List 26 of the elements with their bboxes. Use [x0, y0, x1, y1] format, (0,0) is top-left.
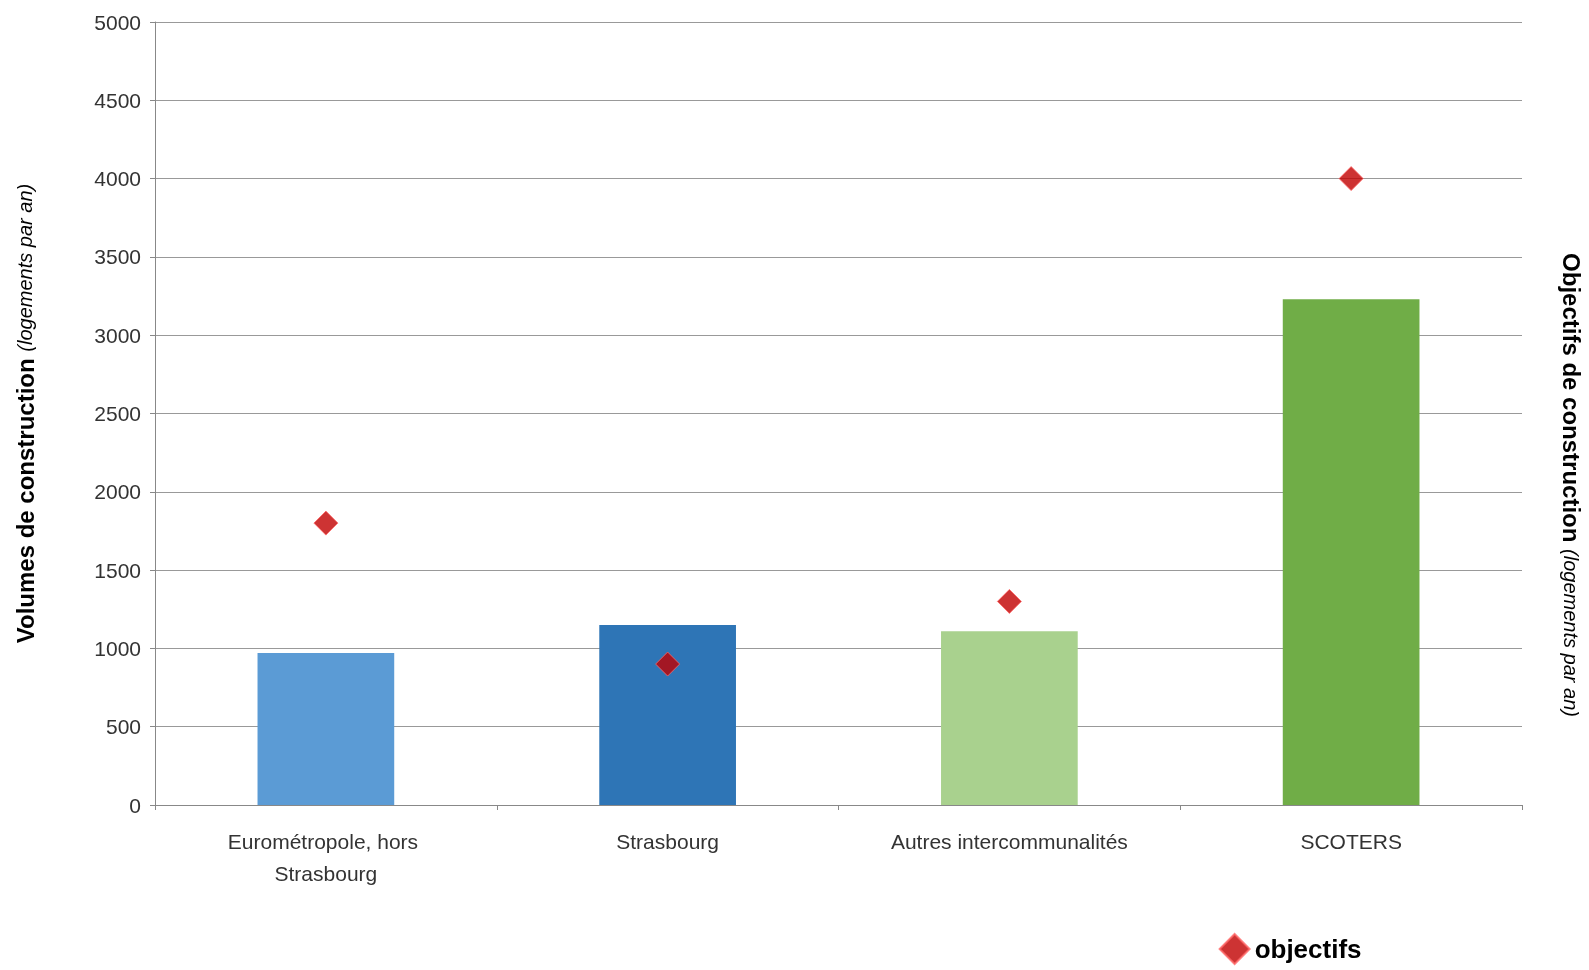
- y-tick-label: 4500: [94, 88, 141, 112]
- y-tick-label: 3500: [94, 245, 141, 269]
- point: [996, 588, 1022, 614]
- y2-axis-title: Objectifs de construction (logements par an): [1557, 253, 1585, 717]
- bar: [941, 631, 1078, 805]
- y-axis-title: Volumes de construction (logements par an): [11, 183, 39, 644]
- y-tick-label: 4000: [94, 167, 141, 191]
- x-tick-label: Autres intercommunalités: [890, 829, 1128, 853]
- y-tick-label: 0: [129, 793, 141, 817]
- bar: [1282, 299, 1420, 805]
- y-tick-label: 1500: [94, 558, 141, 582]
- bar: [599, 624, 736, 805]
- bar: [257, 653, 395, 805]
- x-tick-label: SCOTERS: [1300, 829, 1402, 853]
- x-tick-label: Eurométropole, hors Strasbourg: [227, 829, 424, 885]
- legend-label: objectifs: [1254, 934, 1362, 964]
- point: [655, 651, 681, 677]
- y-tick-label: 2500: [94, 402, 141, 425]
- y-tick-label: 5000: [94, 10, 141, 34]
- y-tick-label: 1000: [94, 636, 141, 660]
- x-tick-label: Strasbourg: [616, 829, 719, 853]
- point: [313, 510, 339, 536]
- y-tick-label: 500: [105, 715, 141, 739]
- y-tick-label: 2000: [94, 480, 141, 504]
- y-tick-label: 3000: [94, 323, 141, 347]
- point: [1338, 166, 1364, 192]
